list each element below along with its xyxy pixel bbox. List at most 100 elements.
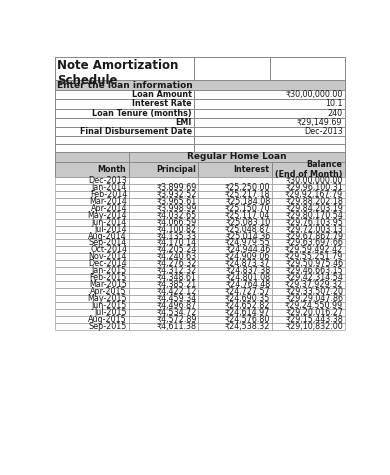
Bar	[55, 136, 195, 144]
Text: ₹4,422.12: ₹4,422.12	[156, 287, 197, 296]
Bar	[129, 281, 199, 288]
Text: Interest Rate: Interest Rate	[133, 99, 192, 108]
Text: ₹24,837.38: ₹24,837.38	[225, 266, 270, 275]
Bar	[55, 118, 195, 127]
Bar	[199, 198, 272, 205]
Bar	[55, 109, 195, 118]
Text: ₹29,76,103.95: ₹29,76,103.95	[285, 218, 343, 227]
Text: Dec-2013: Dec-2013	[304, 127, 342, 136]
Bar	[55, 233, 129, 239]
Text: ₹25,117.04: ₹25,117.04	[225, 211, 270, 220]
Text: ₹29,46,663.15: ₹29,46,663.15	[285, 266, 343, 275]
Bar	[272, 198, 345, 205]
Bar	[199, 218, 272, 226]
Text: ₹25,150.70: ₹25,150.70	[225, 204, 270, 213]
Bar	[129, 191, 199, 198]
Text: Loan Amount: Loan Amount	[132, 90, 192, 99]
Bar	[55, 260, 129, 267]
Bar	[55, 247, 129, 253]
Text: Loan Tenure (months): Loan Tenure (months)	[92, 109, 192, 118]
Text: ₹25,250.00: ₹25,250.00	[225, 183, 270, 192]
Bar	[129, 205, 199, 212]
Text: ₹4,385.21: ₹4,385.21	[156, 280, 197, 289]
Text: ₹29,72,003.13: ₹29,72,003.13	[285, 225, 343, 234]
Text: ₹3,998.99: ₹3,998.99	[156, 204, 197, 213]
Text: ₹29,33,507.20: ₹29,33,507.20	[285, 287, 343, 296]
Bar	[129, 260, 199, 267]
Bar	[272, 226, 345, 233]
Text: ₹24,944.46: ₹24,944.46	[225, 246, 270, 255]
Bar	[129, 239, 199, 247]
Bar	[272, 267, 345, 274]
Text: ₹25,048.87: ₹25,048.87	[225, 225, 270, 234]
Text: Jul-2014: Jul-2014	[94, 225, 127, 234]
Bar	[55, 288, 129, 295]
Bar	[199, 309, 272, 316]
Text: ₹29,20,016.27: ₹29,20,016.27	[285, 308, 343, 317]
Text: Month: Month	[98, 165, 126, 174]
Bar	[129, 212, 199, 218]
Bar	[129, 309, 199, 316]
Bar	[55, 218, 129, 226]
Bar	[129, 274, 199, 281]
Bar	[269, 57, 345, 80]
Bar	[55, 309, 129, 316]
Bar	[55, 281, 129, 288]
Bar	[272, 295, 345, 302]
Bar	[199, 253, 272, 260]
Text: ₹3,899.69: ₹3,899.69	[156, 183, 197, 192]
Bar	[199, 302, 272, 309]
Bar	[55, 205, 129, 212]
Text: ₹24,690.35: ₹24,690.35	[225, 294, 270, 303]
Text: ₹24,727.57: ₹24,727.57	[225, 287, 270, 296]
Text: ₹29,149.69: ₹29,149.69	[297, 118, 342, 127]
Bar	[195, 109, 345, 118]
Bar	[272, 288, 345, 295]
Bar	[199, 184, 272, 191]
Bar	[55, 144, 195, 152]
Text: ₹29,92,167.79: ₹29,92,167.79	[285, 190, 343, 199]
Text: ₹4,240.63: ₹4,240.63	[157, 252, 197, 261]
Bar	[272, 281, 345, 288]
Bar	[199, 247, 272, 253]
Text: Balance
(End of Month): Balance (End of Month)	[275, 160, 342, 179]
Bar	[199, 267, 272, 274]
Bar	[195, 90, 345, 99]
Text: 10.1: 10.1	[325, 99, 342, 108]
Text: Apr-2015: Apr-2015	[90, 287, 127, 296]
Bar	[199, 212, 272, 218]
Bar	[199, 239, 272, 247]
Bar	[199, 281, 272, 288]
Text: Sep-2014: Sep-2014	[89, 238, 127, 247]
Bar	[55, 267, 129, 274]
Bar	[55, 198, 129, 205]
Bar	[199, 260, 272, 267]
Bar	[55, 323, 129, 330]
Bar	[55, 152, 129, 162]
Text: Jun-2014: Jun-2014	[92, 218, 127, 227]
Text: ₹24,801.08: ₹24,801.08	[225, 273, 270, 282]
Text: Feb-2015: Feb-2015	[90, 273, 127, 282]
Bar	[129, 295, 199, 302]
Text: ₹29,42,314.54: ₹29,42,314.54	[285, 273, 343, 282]
Text: ₹29,24,550.99: ₹29,24,550.99	[285, 301, 343, 310]
Text: Principal: Principal	[156, 165, 196, 174]
Bar	[129, 247, 199, 253]
Bar	[55, 226, 129, 233]
Bar	[272, 191, 345, 198]
Bar	[199, 177, 272, 184]
Bar	[195, 127, 345, 136]
Text: ₹24,538.32: ₹24,538.32	[225, 322, 270, 331]
Bar	[272, 274, 345, 281]
Text: ₹30,00,000.00: ₹30,00,000.00	[285, 90, 342, 99]
Text: Oct-2014: Oct-2014	[90, 246, 127, 255]
Text: ₹4,205.24: ₹4,205.24	[156, 246, 197, 255]
Bar	[195, 57, 269, 80]
Bar	[272, 212, 345, 218]
Text: ₹24,652.82: ₹24,652.82	[225, 301, 270, 310]
Bar	[55, 184, 129, 191]
Bar	[55, 253, 129, 260]
Bar	[272, 162, 345, 177]
Bar	[199, 205, 272, 212]
Bar	[199, 191, 272, 198]
